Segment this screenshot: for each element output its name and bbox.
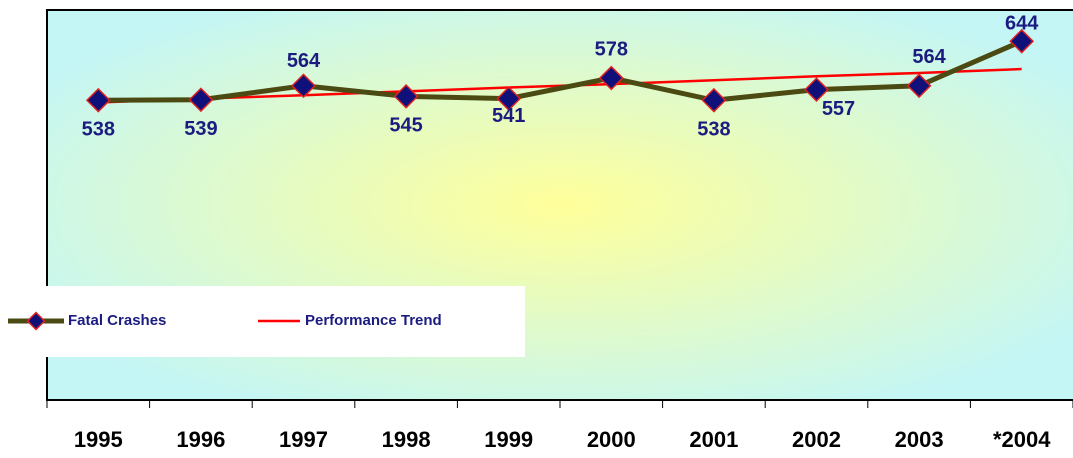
data-label: 644 (1005, 12, 1039, 34)
data-label: 539 (184, 118, 217, 140)
legend-label: Fatal Crashes (68, 312, 166, 329)
x-tick-label: 2002 (792, 427, 841, 452)
marker (85, 87, 111, 113)
x-tick-label: 1997 (279, 427, 328, 452)
data-label: 538 (697, 119, 730, 141)
marker (598, 65, 624, 91)
marker (188, 87, 214, 113)
legend: Fatal Crashes Performance Trend (0, 286, 525, 357)
data-label: 557 (822, 98, 855, 120)
marker (701, 87, 727, 113)
marker (291, 73, 316, 99)
x-tick-label: 1996 (176, 427, 225, 452)
marker (804, 77, 829, 103)
x-tick-label: 1999 (484, 427, 533, 452)
marker (906, 73, 932, 99)
x-tick-label: 2001 (689, 427, 738, 452)
x-tick-label: 1995 (74, 427, 123, 452)
marker (393, 83, 419, 109)
data-label: 541 (492, 105, 525, 127)
data-label: 564 (912, 46, 946, 68)
data-label: 538 (82, 119, 115, 141)
data-label: 578 (595, 38, 628, 60)
x-tick-label: 2000 (587, 427, 636, 452)
x-tick-label: 1998 (382, 427, 431, 452)
legend-label: Performance Trend (305, 312, 442, 329)
marker (1009, 28, 1035, 54)
x-tick-label: *2004 (993, 427, 1051, 452)
data-label: 564 (287, 50, 321, 72)
series-line (98, 38, 1023, 103)
legend-marker (26, 311, 46, 331)
data-label: 545 (389, 115, 422, 137)
x-tick-label: 2003 (895, 427, 944, 452)
marker (496, 86, 522, 111)
